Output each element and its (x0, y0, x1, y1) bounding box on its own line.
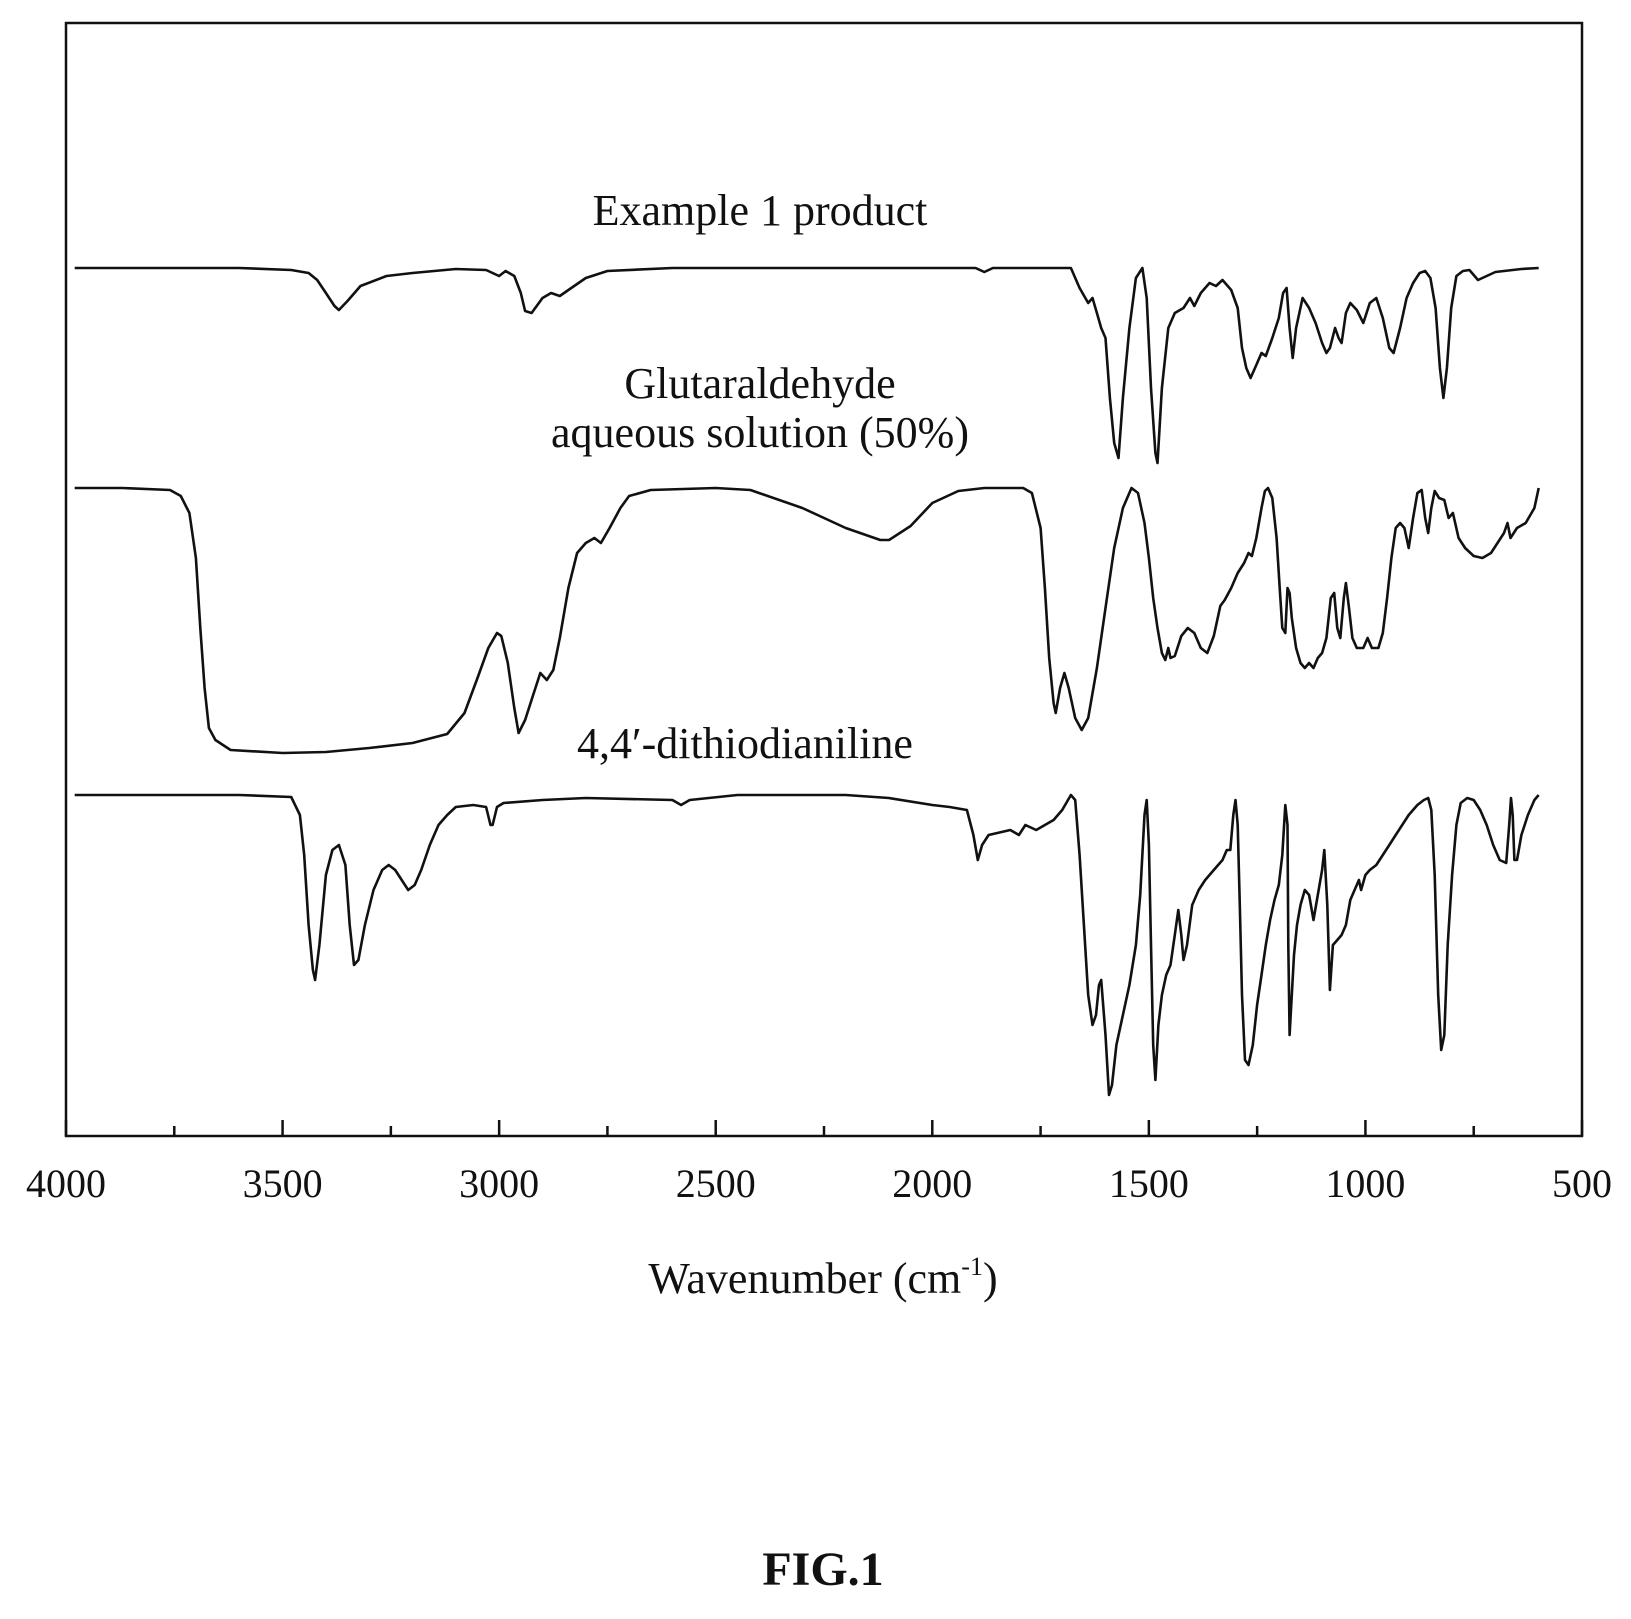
x-tick-label-1500: 1500 (1109, 1161, 1189, 1206)
x-axis-ticks (66, 1120, 1582, 1136)
series-label-2-line-1: Glutaraldehyde (624, 359, 895, 408)
x-tick-label-3000: 3000 (459, 1161, 539, 1206)
x-tick-label-500: 500 (1552, 1161, 1612, 1206)
x-axis-label-superscript: -1 (961, 1252, 983, 1281)
figure-label: FIG.1 (762, 1543, 883, 1596)
series-labels: Example 1 product Glutaraldehyde aqueous s… (551, 186, 969, 768)
x-tick-label-3500: 3500 (243, 1161, 323, 1206)
series-label-2: Glutaraldehyde aqueous solution (50%) (551, 359, 969, 457)
trace-glutaraldehyde (75, 488, 1539, 753)
x-tick-label-4000: 4000 (26, 1161, 106, 1206)
x-tick-label-2500: 2500 (676, 1161, 756, 1206)
x-tick-label-1000: 1000 (1325, 1161, 1405, 1206)
x-axis-tick-labels: 4000 3500 3000 2500 2000 1500 1000 500 (26, 1161, 1612, 1206)
x-axis-label-close: ) (983, 1254, 998, 1303)
x-tick-label-2000: 2000 (892, 1161, 972, 1206)
series-label-2-line-2: aqueous solution (50%) (551, 408, 969, 457)
trace-dithiodianiline (75, 795, 1539, 1095)
x-axis-label-main: Wavenumber (cm (648, 1254, 961, 1303)
x-axis-label: Wavenumber (cm-1) (648, 1252, 997, 1303)
series-label-1: Example 1 product (593, 186, 928, 235)
series-label-3: 4,4′-dithiodianiline (577, 719, 913, 768)
series-label-3-line-1: 4,4′-dithiodianiline (577, 719, 913, 768)
series-label-1-line-1: Example 1 product (593, 186, 928, 235)
